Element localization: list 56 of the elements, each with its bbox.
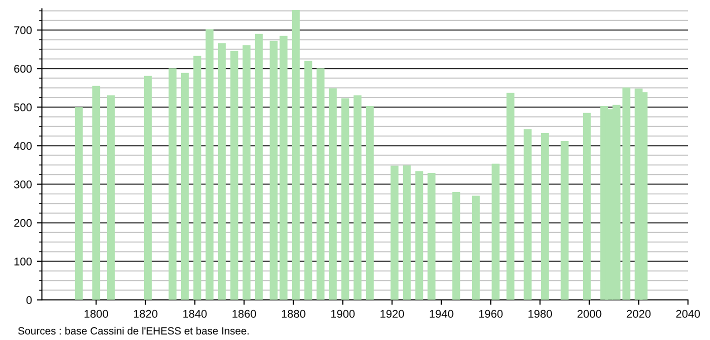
bar [341,98,350,300]
x-tick-label: 1940 [430,310,454,318]
x-tick-label: 2040 [676,310,700,318]
bar [524,129,532,300]
y-tick-label: 600 [14,64,32,73]
y-tick-label: 300 [14,180,32,188]
x-tick-label: 2020 [626,310,651,318]
x-tick-label: 1920 [380,310,404,318]
bar [270,40,278,300]
bar [366,106,374,300]
source-note: Sources : base Cassini de l'EHESS et base Insee. [18,326,249,335]
bar [622,87,630,300]
bar [506,92,514,300]
bar [328,88,337,300]
x-tick-label: 1840 [183,310,207,318]
bar [92,86,100,300]
bar [415,171,424,300]
x-tick-label: 1820 [134,310,158,318]
bar [74,107,83,300]
y-tick-label: 700 [14,26,32,34]
bar [280,36,288,300]
x-tick-label: 1900 [331,310,355,318]
bar [230,50,238,300]
x-tick-label: 1960 [479,310,503,318]
bar [218,43,226,300]
bar [492,164,500,300]
bar [206,29,214,300]
y-tick-label: 400 [14,142,32,150]
bar [472,196,480,300]
bar [254,34,263,300]
x-tick-label: 1800 [84,310,108,318]
bar [193,56,202,300]
bar [106,95,115,300]
bar [354,95,362,300]
y-tick-label: 0 [26,296,32,304]
bar [541,132,549,300]
bar [582,112,591,300]
bar [402,165,411,300]
bar [316,68,324,300]
bar [180,72,189,300]
bar [390,166,398,300]
bar [304,60,312,300]
bar [242,45,251,300]
bar [292,10,300,300]
x-tick-label: 1980 [528,310,552,318]
y-tick-label: 500 [14,103,32,112]
y-tick-label: 200 [14,219,32,227]
bar [168,68,177,300]
y-tick-label: 100 [14,258,32,266]
bar [452,192,460,300]
bar [560,141,569,300]
bar [144,76,152,300]
x-tick-label: 1860 [232,310,256,318]
x-tick-label: 1880 [282,310,306,318]
bar [428,173,436,300]
x-tick-label: 2000 [578,310,602,318]
